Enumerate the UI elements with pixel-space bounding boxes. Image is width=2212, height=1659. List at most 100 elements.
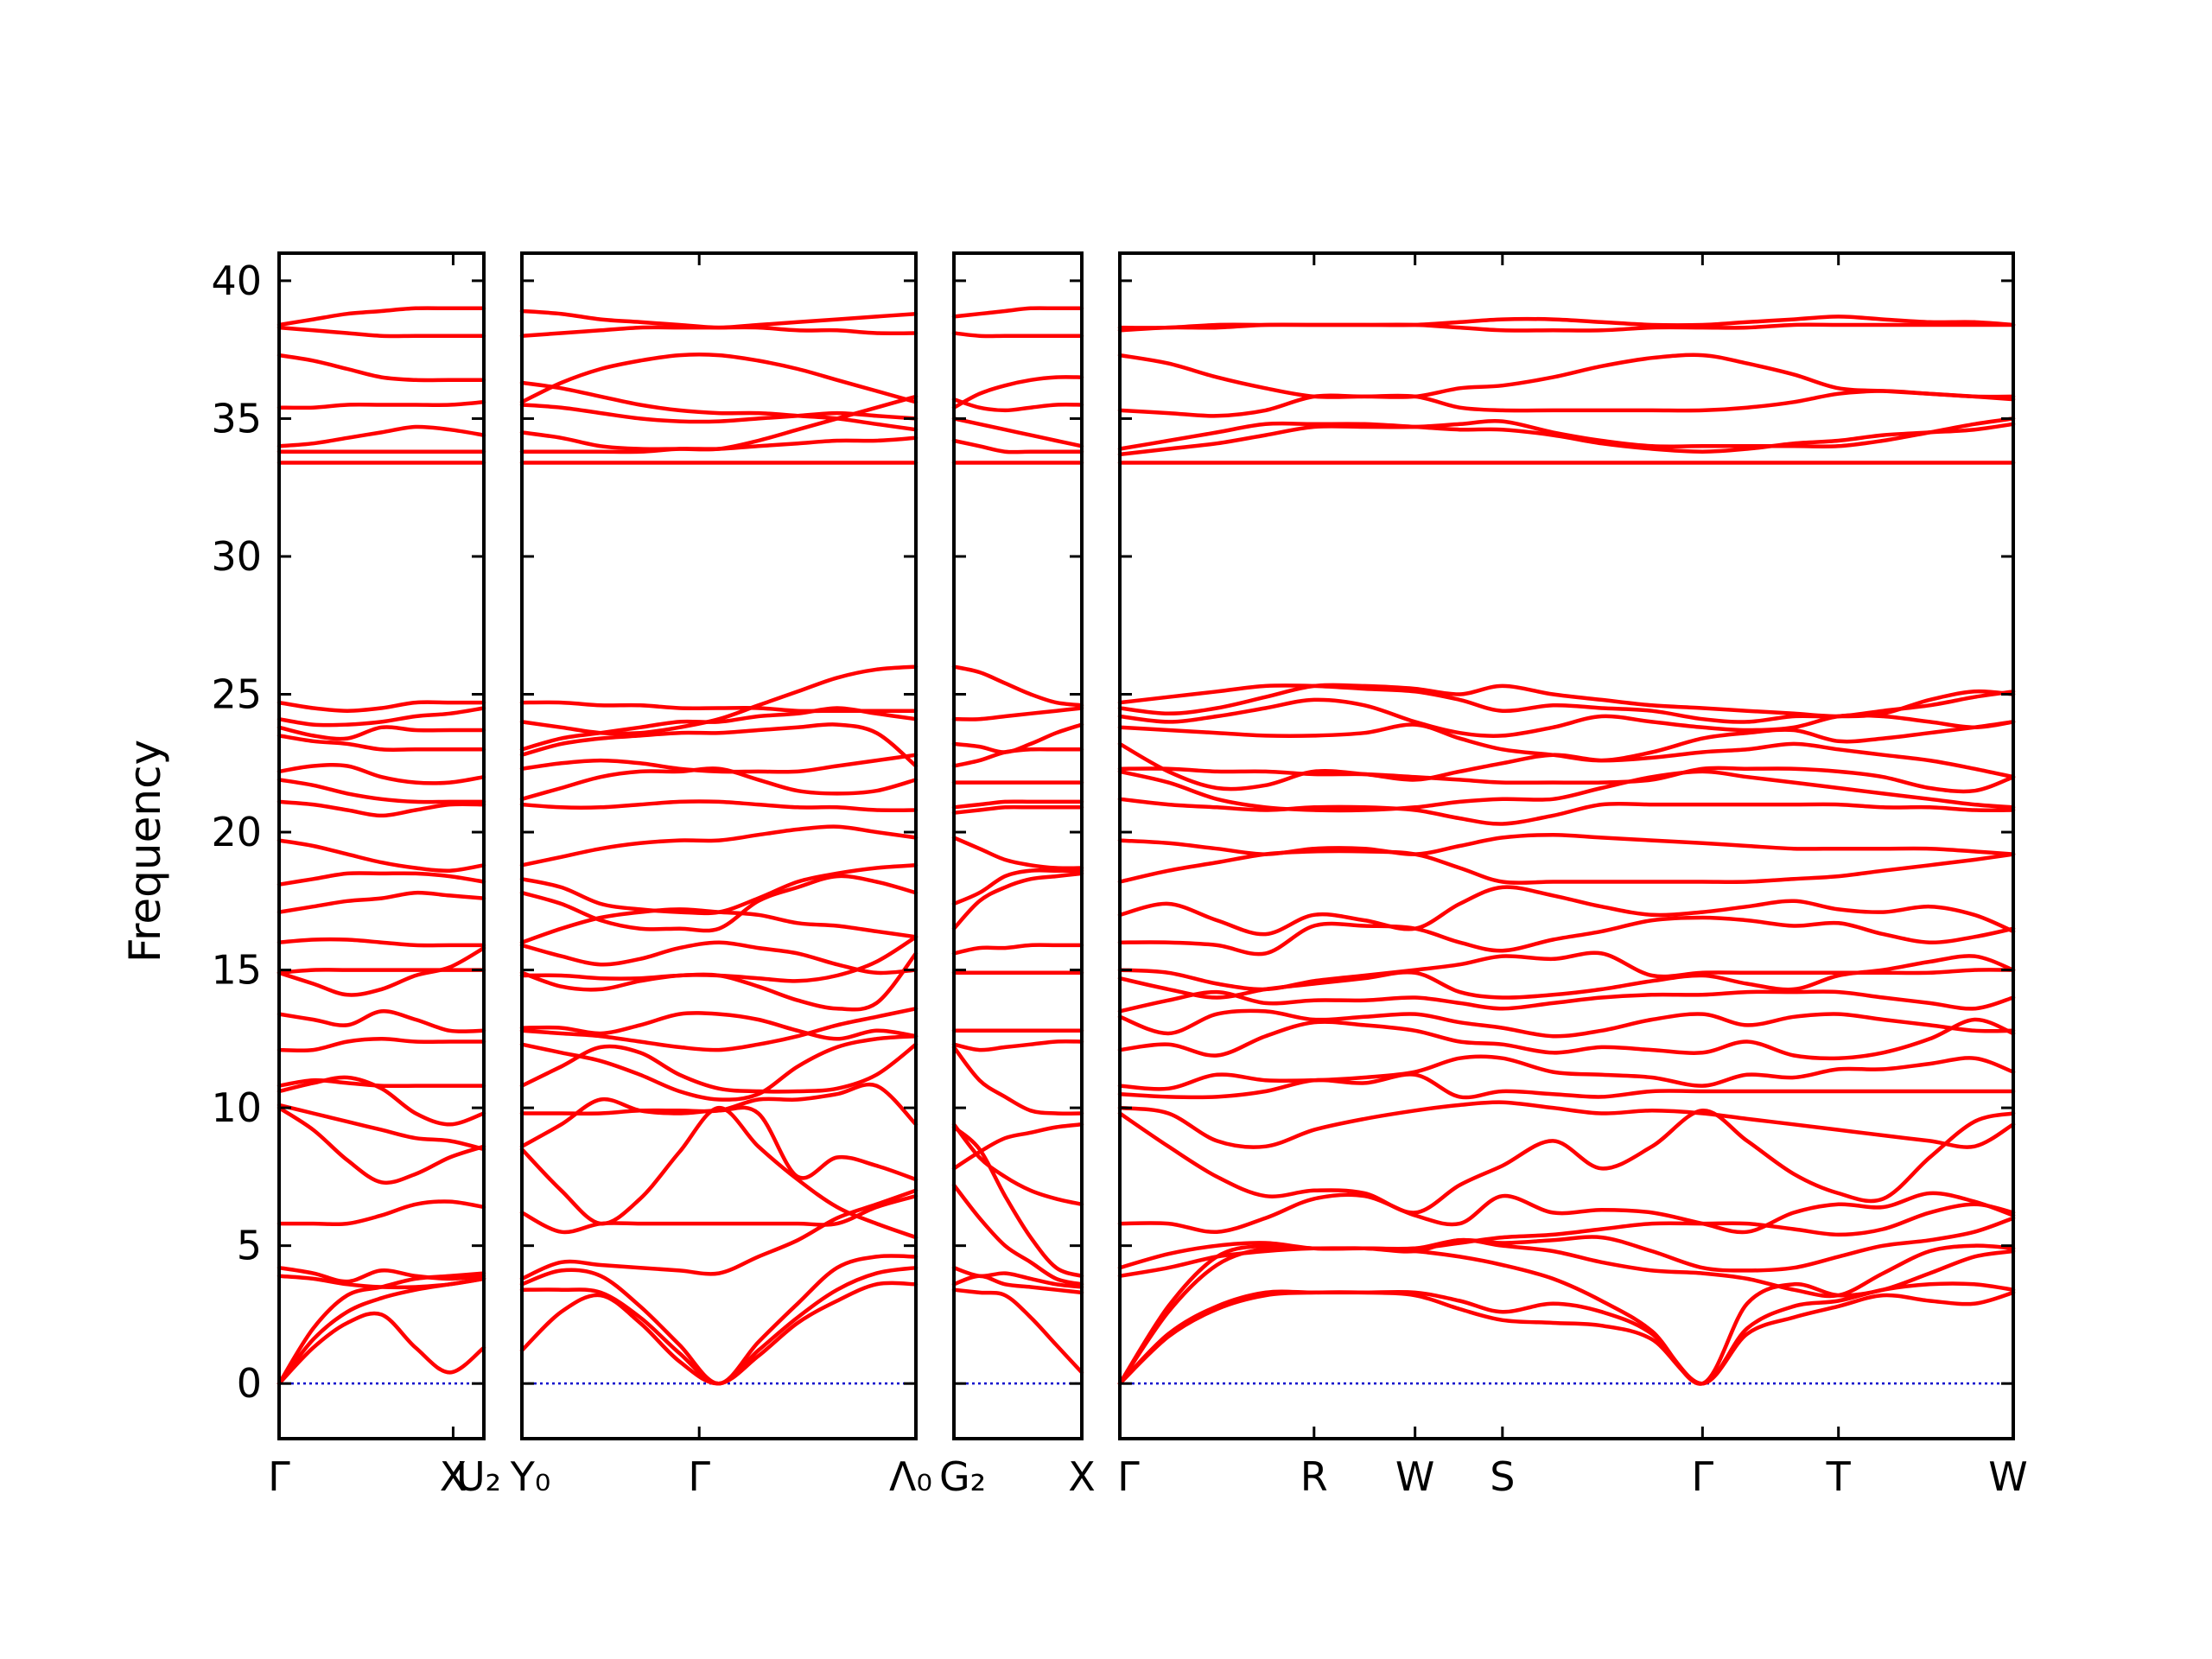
- panel-1-band-5: [276, 1265, 486, 1284]
- bands-layer: [276, 306, 2016, 1386]
- ticks-layer: [277, 253, 2015, 1439]
- panel-2-band-8: [519, 1082, 918, 1127]
- panel-1-band-11: [276, 1037, 486, 1053]
- panel-4-band-1: [1117, 1290, 2016, 1386]
- panel-4-band-35: [1117, 315, 2016, 330]
- panel-4-band-3: [1117, 1245, 2016, 1386]
- panel-1-band-32: [276, 306, 486, 327]
- panel-4-band-7: [1117, 1191, 2016, 1235]
- panel-4-band-33: [1117, 353, 2016, 399]
- panel-3-band-27: [951, 375, 1084, 410]
- panel-2-band-17: [519, 874, 918, 933]
- panel-4-x-tick-label-3: W: [1395, 1453, 1434, 1500]
- panel-1-band-19: [276, 799, 486, 818]
- y-tick-label-30: 30: [211, 533, 262, 580]
- panel-2-band-24: [519, 706, 918, 752]
- panel-3-band-14: [951, 868, 1084, 906]
- panel-4-band-32: [1117, 389, 2016, 418]
- panel-4-band-21: [1117, 797, 2016, 826]
- panel-4-band-6: [1117, 1202, 2016, 1270]
- panel-1-band-6: [276, 1199, 486, 1227]
- panel-1-band-21: [276, 762, 486, 785]
- panel-2-band-19: [519, 824, 918, 868]
- panel-1-band-18: [276, 838, 486, 874]
- panel-3-band-8: [951, 1045, 1084, 1116]
- panel-3-band-4: [951, 1183, 1084, 1287]
- panel-4-x-tick-label-2: R: [1300, 1453, 1328, 1500]
- panel-2-band-9: [519, 1042, 918, 1094]
- panel-1-x-tick-label-3: U₂: [456, 1453, 501, 1500]
- panel-4-band-27: [1117, 683, 2016, 719]
- panel-2-band-1: [519, 1281, 918, 1386]
- panel-3-band-9: [951, 1039, 1084, 1052]
- y-tick-label-20: 20: [211, 809, 262, 855]
- panel-3-band-29: [951, 306, 1084, 319]
- y-tick-label-5: 5: [237, 1223, 262, 1269]
- panel-3-frame: [952, 251, 1084, 1440]
- panel-1-band-17: [276, 871, 486, 887]
- panel-2-x-tick-label-2: Γ: [688, 1453, 710, 1500]
- panel-2-band-30: [519, 403, 918, 424]
- panel-3-band-26: [951, 397, 1084, 413]
- panel-3-band-21: [951, 706, 1084, 721]
- panel-4-band-22: [1117, 769, 2016, 813]
- panel-4-band-23: [1117, 766, 2016, 794]
- panel-4-x-tick-label-7: W: [1988, 1453, 2027, 1500]
- panel-4-band-17: [1117, 915, 2016, 957]
- panel-1-band-30: [276, 353, 486, 383]
- panel-2-band-18: [519, 863, 918, 916]
- panel-1-band-24: [276, 706, 486, 728]
- panel-2-band-5: [519, 1193, 918, 1235]
- panel-4-band-31: [1117, 421, 2016, 454]
- y-tick-label-25: 25: [211, 671, 262, 718]
- panel-3-band-28: [951, 331, 1084, 339]
- panel-1-band-22: [276, 734, 486, 753]
- panel-1-x-tick-label-1: Γ: [268, 1453, 290, 1500]
- y-tick-label-15: 15: [211, 947, 262, 994]
- panel-3-band-15: [951, 836, 1084, 871]
- panel-4-band-25: [1117, 720, 2016, 763]
- frames-layer: [277, 251, 2015, 1440]
- panel-4-band-9: [1117, 1100, 2016, 1149]
- panel-1-band-29: [276, 400, 486, 410]
- panel-1-band-9: [276, 1075, 486, 1127]
- panel-3-band-3: [951, 1265, 1084, 1289]
- panel-4-band-5: [1117, 1216, 2016, 1278]
- panel-1-band-13: [276, 945, 486, 997]
- panel-4-band-13: [1117, 1008, 2016, 1039]
- panel-1-band-3: [276, 1271, 486, 1386]
- panel-1-band-28: [276, 424, 486, 448]
- panel-1-band-16: [276, 890, 486, 914]
- panel-4-frame: [1118, 251, 2015, 1440]
- panel-3-band-19: [951, 747, 1084, 768]
- panel-3-band-24: [951, 438, 1084, 454]
- y-tick-label-35: 35: [211, 395, 262, 442]
- y-tick-labels: 0 5 10 15 20 25 30 35 40: [211, 257, 262, 1407]
- y-tick-label-0: 0: [237, 1360, 262, 1407]
- panel-2-x-tick-label-1: Y₀: [510, 1453, 551, 1500]
- x-tick-labels: Γ XU₂ Y₀ Γ Λ₀ G₂ X Γ R W S Γ T W: [268, 1453, 2028, 1500]
- panel-1-band-7: [276, 1105, 486, 1185]
- panel-1-band-23: [276, 725, 486, 741]
- panel-3-band-25: [951, 416, 1084, 448]
- panel-3-band-20: [951, 722, 1084, 754]
- panel-4-band-12: [1117, 1017, 2016, 1061]
- panel-2-band-11: [519, 1007, 918, 1052]
- panel-1-frame: [277, 251, 486, 1440]
- panel-1-band-10: [276, 1077, 486, 1089]
- panel-1-band-14: [276, 968, 486, 976]
- panel-2-band-32: [519, 353, 918, 404]
- panel-2-band-22: [519, 753, 918, 774]
- panel-3-band-13: [951, 871, 1084, 931]
- panel-4-band-11: [1117, 1054, 2016, 1091]
- panel-3-band-5: [951, 1125, 1084, 1278]
- panel-4-x-tick-label-1: Γ: [1117, 1453, 1140, 1500]
- panel-1-band-4: [276, 1274, 486, 1290]
- panel-2-band-23: [519, 722, 918, 768]
- panel-3-band-17: [951, 799, 1084, 810]
- panel-4-x-tick-label-5: Γ: [1692, 1453, 1714, 1500]
- panel-4-band-4: [1117, 1237, 2016, 1386]
- panel-3-band-22: [951, 664, 1084, 708]
- panel-1-band-15: [276, 937, 486, 948]
